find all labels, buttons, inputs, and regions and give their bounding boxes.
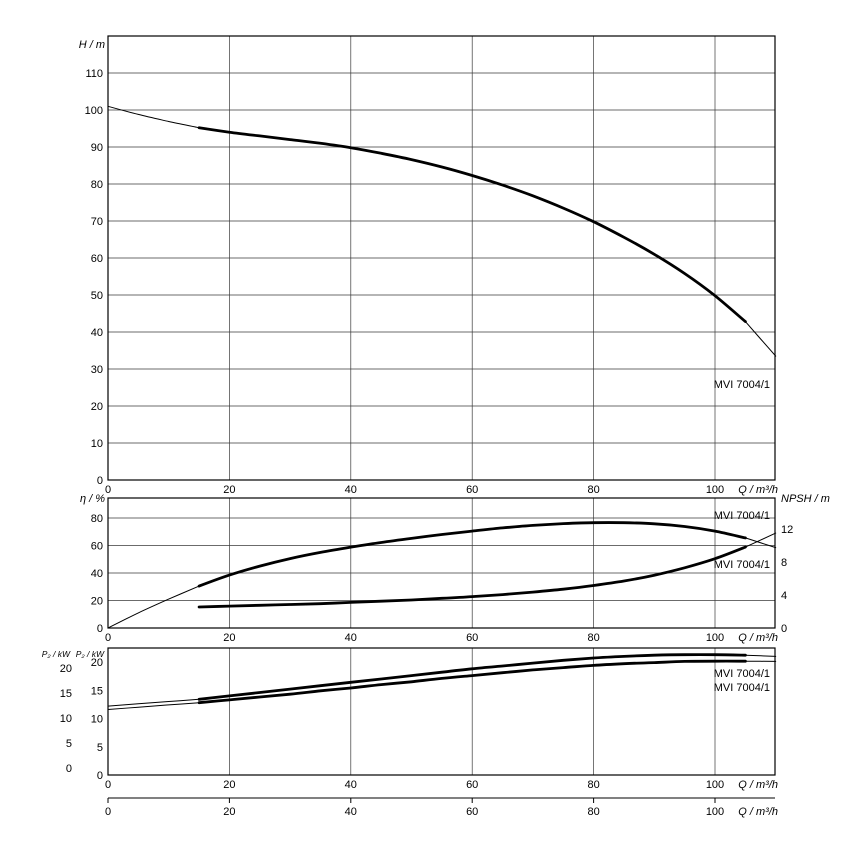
x-tick-label: 0 [105, 632, 111, 644]
y-axis-label: H / m [79, 39, 105, 51]
x-tick-label: 0 [105, 779, 111, 791]
power-panel-curve-0-thin-lead [107, 698, 200, 707]
plot-frame [107, 497, 776, 629]
x-tick-label: 40 [345, 632, 357, 644]
y-tick-label: 80 [91, 513, 103, 525]
curve-label: MVI 7004/1 [714, 510, 770, 522]
x-tick-label: 0 [105, 484, 111, 496]
x-tick-label: 80 [587, 484, 599, 496]
y-tick-label: 100 [85, 105, 103, 117]
x-tick-label: 20 [223, 779, 235, 791]
y-tick-label: 30 [91, 364, 103, 376]
x-axis-label: Q / m³/h [738, 632, 778, 644]
curve-label: MVI 7004/1 [714, 668, 770, 680]
outer-tick-label: 0 [66, 763, 72, 775]
right-tick-label: 12 [781, 524, 793, 536]
y-tick-label: 0 [97, 770, 103, 782]
y-tick-label: 70 [91, 216, 103, 228]
efficiency-npsh-panel-curve-1-thin-lead [107, 585, 200, 629]
curve-label: MVI 7004/1 [714, 559, 770, 571]
y-tick-label: 40 [91, 568, 103, 580]
x-tick-label: 80 [587, 806, 599, 818]
y-tick-label: 0 [97, 475, 103, 487]
y-tick-label: 110 [85, 68, 103, 80]
y-tick-label: 15 [91, 685, 103, 697]
y-tick-label: 20 [91, 401, 103, 413]
x-tick-label: 20 [223, 484, 235, 496]
outer-tick-label: 10 [60, 713, 72, 725]
head-panel-curve-0-thin-lead [107, 105, 200, 129]
outer-tick-label: 20 [60, 663, 72, 675]
efficiency-npsh-panel-curve-0-thin-tail [744, 532, 777, 548]
plot-frame [107, 35, 776, 481]
y-axis-label: P₂ / kW [76, 649, 105, 659]
right-axis-label: NPSH / m [781, 493, 830, 505]
x-tick-label: 20 [223, 632, 235, 644]
x-tick-label: 80 [587, 779, 599, 791]
x-tick-label: 100 [706, 632, 724, 644]
y-tick-label: 50 [91, 290, 103, 302]
efficiency-npsh-panel-curve-1-thin-tail [744, 537, 777, 549]
efficiency-npsh-panel-curve-0-bold [197, 545, 747, 609]
x-tick-label: 40 [345, 806, 357, 818]
y-tick-label: 80 [91, 179, 103, 191]
x-axis-label: Q / m³/h [738, 484, 778, 496]
curve-label: MVI 7004/1 [714, 379, 770, 391]
power-panel-curve-0-bold [197, 653, 747, 701]
head-panel-curve-0-bold [197, 126, 747, 323]
efficiency-npsh-panel-curve-1-bold [197, 521, 747, 588]
x-tick-label: 0 [105, 806, 111, 818]
head-panel-curve-0-thin-tail [744, 321, 777, 357]
curve-label: MVI 7004/1 [714, 682, 770, 694]
right-tick-label: 4 [781, 590, 787, 602]
x-axis-label: Q / m³/h [738, 806, 778, 818]
y-tick-label: 60 [91, 253, 103, 265]
x-tick-label: 60 [466, 779, 478, 791]
outer-tick-label: 15 [60, 688, 72, 700]
y-tick-label: 10 [91, 438, 103, 450]
x-tick-label: 20 [223, 806, 235, 818]
power-panel-curve-0-thin-tail [744, 654, 777, 657]
x-tick-label: 60 [466, 632, 478, 644]
y-tick-label: 90 [91, 142, 103, 154]
x-tick-label: 100 [706, 484, 724, 496]
y-tick-label: 10 [91, 714, 103, 726]
x-tick-label: 40 [345, 779, 357, 791]
y-tick-label: 20 [91, 596, 103, 608]
x-tick-label: 60 [466, 806, 478, 818]
y-tick-label: 40 [91, 327, 103, 339]
y-tick-label: 20 [91, 657, 103, 669]
power-panel-curve-1-thin-lead [107, 702, 200, 710]
y-tick-label: 60 [91, 541, 103, 553]
x-tick-label: 80 [587, 632, 599, 644]
x-axis-label: Q / m³/h [738, 779, 778, 791]
x-tick-label: 100 [706, 779, 724, 791]
head-panel: MVI 7004/1 0 20 40 60 80 100 Q / m³/h 0 10 20 30 40 5… [79, 35, 778, 496]
outer-axis-label: P₂ / kW [42, 649, 71, 659]
secondary-q-axis: 0 20 40 60 80 100 Q / m³/h [105, 797, 778, 818]
outer-tick-label: 5 [66, 738, 72, 750]
power-panel-curve-1-bold [197, 659, 747, 705]
plot-frame [107, 647, 776, 776]
right-tick-label: 0 [781, 623, 787, 635]
y-tick-label: 5 [97, 742, 103, 754]
x-tick-label: 60 [466, 484, 478, 496]
y-tick-label: 0 [97, 623, 103, 635]
y-axis-label: η / % [80, 493, 105, 505]
right-tick-label: 8 [781, 557, 787, 569]
x-tick-label: 40 [345, 484, 357, 496]
x-tick-label: 100 [706, 806, 724, 818]
